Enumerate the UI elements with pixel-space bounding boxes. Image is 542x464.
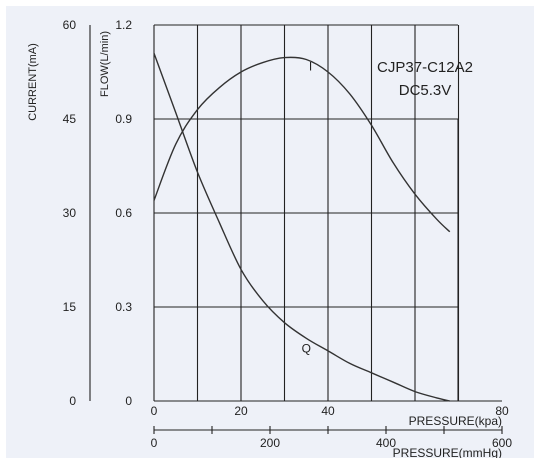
voltage-label: DC5.3V [399,82,452,99]
flow-tick-label: 0.6 [115,206,132,220]
model-label: CJP37-C12A2 [377,59,473,76]
kpa-tick-label: 40 [321,404,335,418]
current-axis-label: CURRENT(mA) [27,43,39,121]
kpa-tick-label: 80 [495,404,509,418]
current-tick-label: 30 [63,206,77,220]
mmhg-tick-label: 400 [376,436,396,450]
series-Q-label: Q [302,341,311,355]
kpa-tick-label: 0 [151,404,158,418]
flow-axis-label: FLOW(L/min) [99,31,111,97]
labels: CURRENT(mA) FLOW(L/min) CJP37-C12A2 DC5.… [27,18,512,458]
series-Q-line [153,52,450,402]
mmhg-axis-label: PRESSURE(mmHg) [393,446,502,458]
series-I-line [153,56,451,233]
current-tick-label: 0 [69,394,76,408]
flow-tick-label: 0.9 [115,112,132,126]
flow-tick-label: 0.3 [115,300,132,314]
current-tick-label: 45 [63,112,77,126]
current-tick-label: 15 [63,300,77,314]
curves [153,52,451,402]
mmhg-tick-label: 0 [151,436,158,450]
flow-tick-label: 0 [125,394,132,408]
grid [154,24,460,401]
kpa-tick-label: 20 [234,404,248,418]
kpa-axis-label: PRESSURE(kpa) [409,414,502,428]
axes [89,25,503,434]
chart-panel: CURRENT(mA) FLOW(L/min) CJP37-C12A2 DC5.… [6,6,534,458]
flow-tick-label: 1.2 [115,18,132,32]
mmhg-tick-label: 600 [492,436,512,450]
mmhg-tick-label: 200 [260,436,280,450]
pump-performance-chart: CURRENT(mA) FLOW(L/min) CJP37-C12A2 DC5.… [27,18,512,458]
current-tick-label: 60 [63,18,77,32]
series-I-label: I [309,60,312,74]
